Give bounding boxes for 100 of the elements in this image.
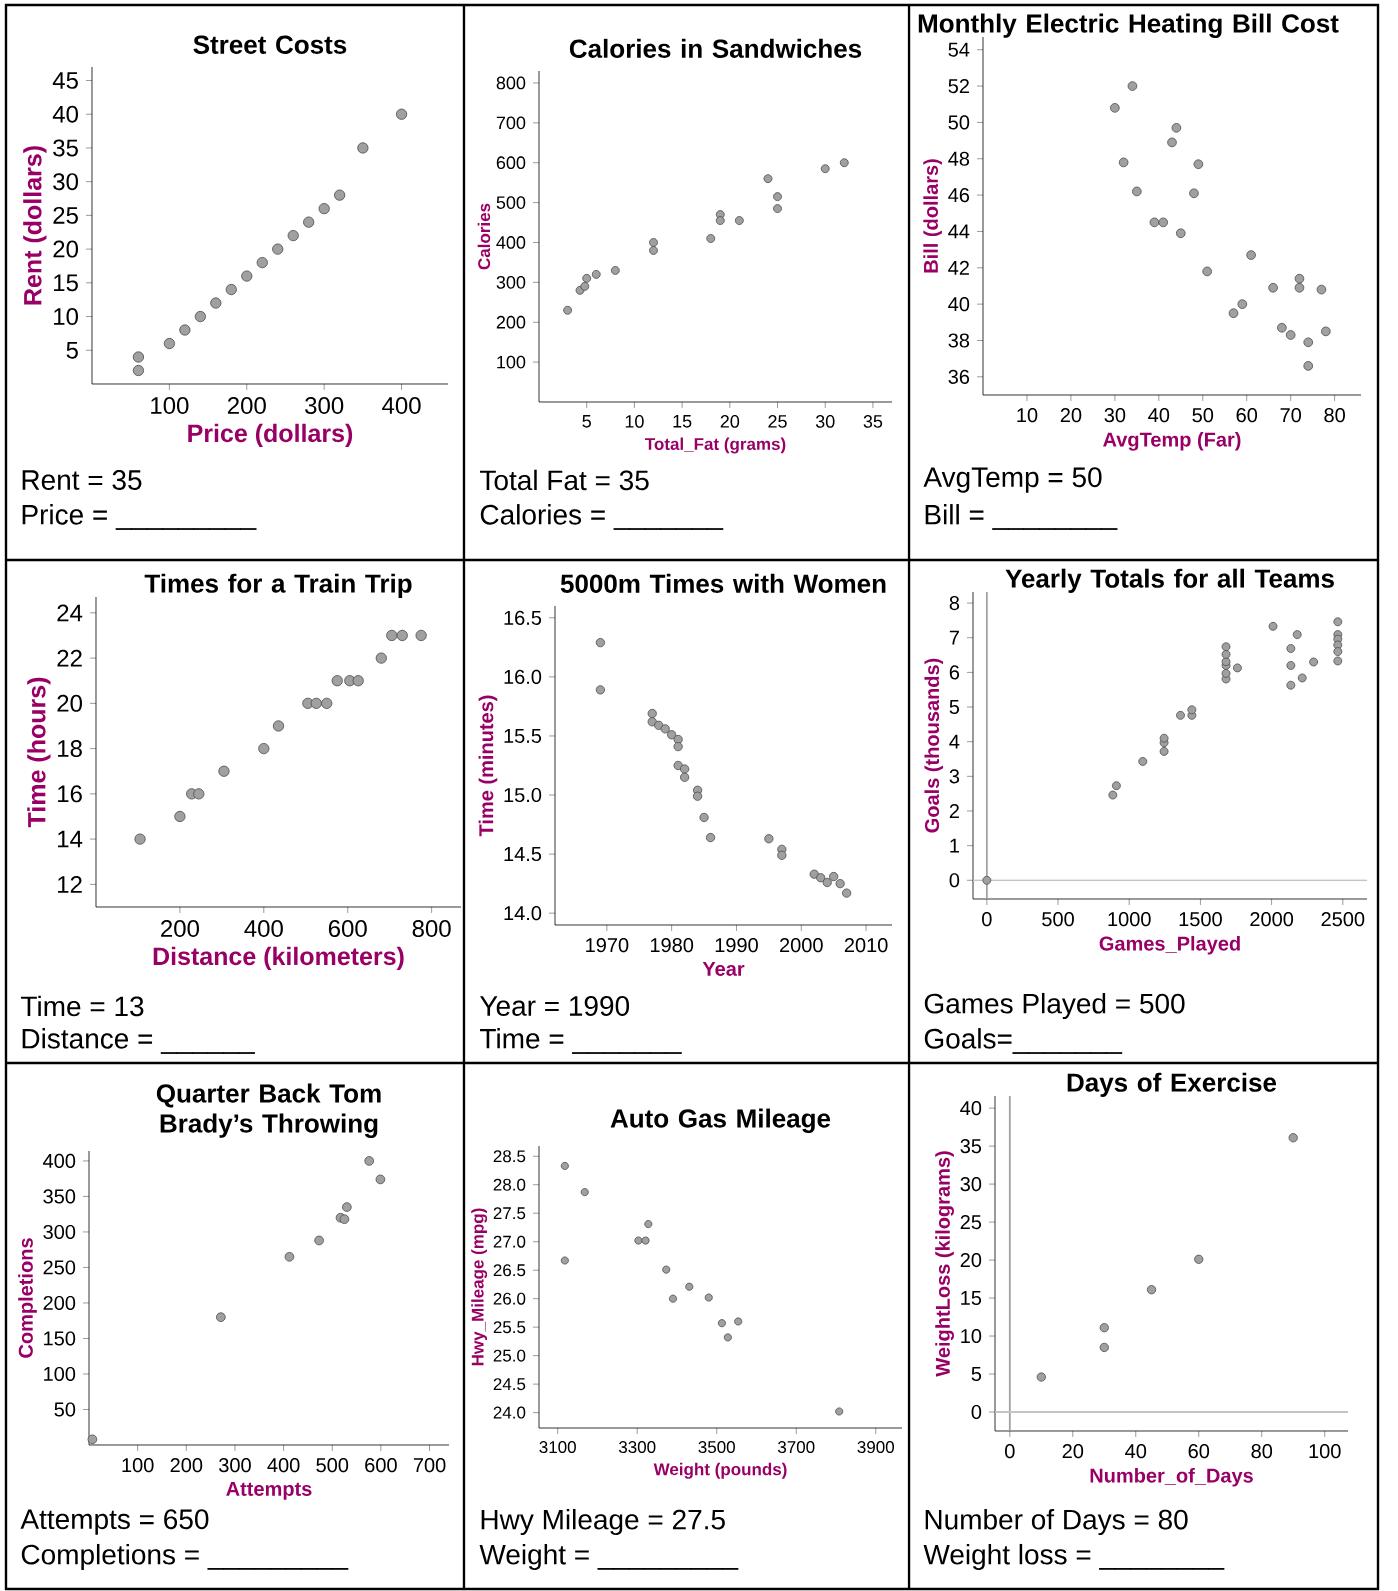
x-tick-label: 100: [151, 397, 189, 415]
y-tick-label: 50: [54, 1402, 76, 1417]
y-tick-label: 5: [66, 341, 78, 359]
x-tick-label: 2500: [1321, 912, 1365, 927]
x-tick-label: 0: [1004, 1444, 1015, 1459]
x-tick-label: 20: [1060, 408, 1082, 423]
y-axis-title: Calories: [477, 203, 491, 270]
x-tick-label: 80: [1324, 408, 1345, 423]
x-tick-label: 3300: [618, 1441, 656, 1454]
x-tick-label: 3500: [698, 1441, 735, 1454]
x-tick-label: 300: [304, 397, 344, 415]
x-tick-label: 2000: [779, 938, 823, 953]
x-tick-label: 25: [768, 415, 787, 428]
y-tick-label: 26.0: [493, 1292, 526, 1305]
y-tick-label: 0: [971, 1404, 982, 1420]
x-tick-label: 600: [365, 1458, 397, 1473]
y-tick-label: 40: [52, 105, 78, 123]
y-tick-label: 27.5: [493, 1207, 526, 1220]
y-tick-label: 8: [949, 596, 959, 611]
x-tick-label: 20: [1062, 1444, 1084, 1459]
y-tick-label: 700: [496, 116, 526, 130]
text: Goals=_______: [924, 1028, 1123, 1054]
text: Year = 1990: [479, 996, 629, 1016]
text: Time = 13: [20, 995, 144, 1017]
y-tick-label: 20: [57, 694, 82, 712]
y-tick-label: 24.5: [493, 1378, 526, 1391]
chart-title: Calories in Sandwiches: [569, 38, 862, 58]
x-tick-label: 400: [244, 920, 283, 938]
y-tick-label: 25: [53, 206, 78, 224]
text: AvgTemp = 50: [923, 467, 1102, 493]
chart-title: Days of Exercise: [1067, 1072, 1277, 1097]
y-tick-label: 42: [948, 260, 969, 275]
x-axis-title: Attempts: [226, 1481, 312, 1500]
text: Calories = _______: [480, 504, 724, 530]
y-tick-label: 40: [960, 1101, 982, 1116]
x-tick-label: 400: [267, 1458, 300, 1473]
y-axis-title: Time (minutes): [478, 695, 498, 837]
x-tick-label: 200: [161, 920, 199, 938]
y-tick-label: 300: [496, 275, 526, 289]
y-tick-label: 6: [949, 665, 959, 680]
x-tick-label: 80: [1251, 1444, 1272, 1459]
x-tick-label: 3100: [539, 1441, 576, 1454]
y-tick-label: 14: [57, 830, 83, 848]
y-tick-label: 100: [497, 355, 526, 369]
y-tick-label: 800: [496, 76, 526, 90]
text: Bill = ________: [925, 504, 1118, 530]
x-tick-label: 10: [625, 415, 644, 428]
y-tick-label: 46: [948, 188, 969, 203]
x-tick-label: 30: [815, 415, 835, 428]
x-tick-label: 1990: [715, 938, 758, 953]
x-tick-label: 500: [316, 1458, 349, 1473]
y-tick-label: 54: [948, 42, 970, 57]
y-tick-label: 400: [42, 1153, 76, 1169]
x-tick-label: 60: [1188, 1444, 1210, 1459]
y-tick-label: 14.5: [504, 847, 542, 862]
text: Price = _________: [22, 504, 257, 530]
y-tick-label: 2: [949, 804, 959, 818]
y-tick-label: 7: [949, 630, 959, 645]
x-tick-label: 50: [1192, 408, 1214, 423]
x-tick-label: 2000: [1250, 912, 1293, 927]
y-tick-label: 350: [43, 1189, 76, 1204]
text: Attempts = 650: [20, 1509, 209, 1535]
x-tick-label: 40: [1148, 408, 1170, 423]
text: Hwy Mileage = 27.5: [481, 1508, 725, 1536]
y-tick-label: 300: [43, 1224, 76, 1240]
y-tick-label: 28.0: [493, 1178, 526, 1191]
y-tick-label: 35: [53, 139, 78, 157]
x-axis-title: Weight (pounds): [653, 1462, 787, 1479]
y-tick-label: 27.0: [493, 1235, 526, 1248]
chart-title: Times for a Train Trip: [144, 573, 412, 598]
y-tick-label: 26.5: [493, 1264, 526, 1277]
y-tick-label: 150: [44, 1331, 76, 1346]
y-tick-label: 28.5: [493, 1150, 526, 1163]
x-axis-title: Price (dollars): [188, 423, 353, 448]
text: Number of Days = 80: [925, 1508, 1188, 1536]
x-tick-label: 1980: [650, 938, 694, 953]
y-tick-label: 24.0: [493, 1406, 526, 1419]
y-tick-label: 24: [57, 604, 83, 622]
y-tick-label: 16: [57, 785, 82, 803]
x-axis-title: Number_of_Days: [1090, 1467, 1253, 1487]
x-tick-label: 3900: [857, 1441, 894, 1454]
y-tick-label: 500: [496, 196, 526, 209]
x-axis-title: AvgTemp (Far): [1102, 431, 1241, 451]
y-tick-label: 15: [53, 274, 78, 292]
x-tick-label: 800: [412, 920, 451, 938]
x-axis-title: Total_Fat (grams): [644, 437, 786, 454]
text: Distance = ______: [22, 1028, 255, 1054]
y-tick-label: 40: [948, 297, 970, 312]
text: Weight = _________: [479, 1543, 739, 1571]
y-tick-label: 250: [43, 1260, 76, 1275]
y-tick-label: 52: [948, 78, 969, 94]
x-tick-label: 700: [413, 1458, 446, 1473]
y-tick-label: 0: [949, 873, 960, 888]
y-axis-title: Time (hours): [27, 677, 51, 828]
y-axis-title: Completions: [18, 1238, 37, 1358]
x-axis-title: Games_Played: [1099, 935, 1240, 955]
y-tick-label: 3: [949, 769, 959, 784]
chart-title: Monthly Electric Heating Bill Cost: [918, 13, 1339, 38]
text: Total Fat = 35: [479, 469, 649, 491]
x-tick-label: 3700: [777, 1441, 815, 1454]
